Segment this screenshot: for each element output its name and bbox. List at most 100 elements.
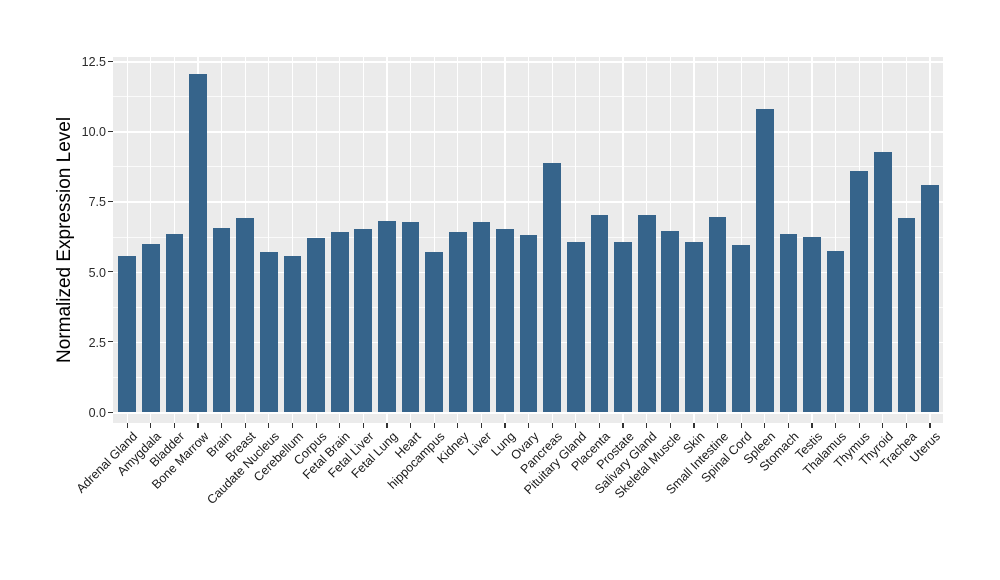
bar <box>472 222 491 412</box>
x-axis-tick-mark <box>669 423 671 428</box>
bar <box>637 215 656 412</box>
bar <box>803 236 821 412</box>
x-axis-tick-mark <box>339 423 341 428</box>
x-axis-tick-mark <box>362 423 364 428</box>
bar <box>543 163 562 412</box>
x-axis-tick-mark <box>740 423 742 428</box>
x-axis-tick-mark <box>646 423 648 428</box>
bar <box>354 229 373 412</box>
x-axis-tick-mark <box>504 423 506 428</box>
category-gridline <box>693 57 695 423</box>
bar <box>330 232 349 412</box>
x-axis-tick-mark <box>882 423 884 428</box>
x-axis-tick-mark <box>244 423 246 428</box>
y-axis-tick-mark <box>108 130 113 132</box>
major-gridline <box>113 61 943 63</box>
y-axis-tick-label: 12.5 <box>81 55 106 69</box>
bar <box>850 170 869 412</box>
x-axis-tick-mark <box>598 423 601 428</box>
bar <box>307 237 325 412</box>
category-gridline <box>150 57 152 423</box>
bar <box>779 233 798 412</box>
x-axis-tick-mark <box>221 423 223 428</box>
x-axis-tick-mark <box>905 423 908 428</box>
bar <box>496 229 514 412</box>
x-axis-tick-mark <box>528 423 530 428</box>
x-axis-tick-mark <box>764 423 766 428</box>
bar <box>401 222 420 412</box>
bar <box>236 218 255 412</box>
major-gridline <box>113 131 943 133</box>
major-gridline <box>113 412 943 414</box>
bar <box>189 73 207 412</box>
x-axis-tick-mark <box>386 423 388 428</box>
x-axis-tick-mark <box>716 423 719 428</box>
bar <box>755 108 774 412</box>
category-gridline <box>740 57 742 423</box>
x-axis-tick-mark <box>693 423 695 428</box>
x-axis-tick-mark <box>811 423 813 428</box>
y-axis-tick-label: 5.0 <box>88 265 106 280</box>
major-gridline <box>113 201 943 203</box>
y-axis-tick-mark <box>108 341 113 343</box>
x-axis-tick-mark <box>575 423 577 428</box>
x-axis-tick-mark <box>409 423 412 428</box>
bar <box>260 251 278 412</box>
x-axis-tick-mark <box>268 423 270 428</box>
y-axis-title: Normalized Expression Level <box>54 116 75 364</box>
x-axis-tick-mark <box>787 423 789 428</box>
y-axis-tick-mark <box>108 60 113 62</box>
x-axis-tick-mark <box>291 423 294 428</box>
x-axis-tick-mark <box>622 423 624 428</box>
bar <box>567 242 585 412</box>
x-axis-tick-mark <box>173 423 175 428</box>
bar <box>921 184 939 412</box>
x-axis-tick-mark <box>858 423 860 428</box>
x-axis-tick-mark <box>150 423 152 428</box>
y-axis-tick-label: 0.0 <box>88 406 106 420</box>
bar <box>118 256 137 412</box>
x-axis-tick-mark <box>480 423 482 428</box>
y-axis-tick-mark <box>108 200 113 203</box>
category-gridline <box>126 57 128 423</box>
bar <box>661 230 680 412</box>
bar <box>283 256 302 412</box>
minor-gridline <box>113 96 943 97</box>
category-gridline <box>575 57 577 423</box>
category-gridline <box>433 57 435 423</box>
bar <box>897 218 916 412</box>
x-axis-tick-mark <box>197 423 199 428</box>
category-gridline <box>622 57 624 423</box>
y-axis-tick-label: 2.5 <box>88 335 106 350</box>
plot-panel <box>113 57 943 423</box>
x-axis-tick-mark <box>551 423 553 428</box>
bar <box>141 243 160 412</box>
category-gridline <box>268 57 270 423</box>
y-axis-tick-label: 7.5 <box>88 195 106 210</box>
y-axis-tick-mark <box>108 271 113 273</box>
bar <box>732 244 750 412</box>
bar <box>826 250 845 412</box>
category-gridline <box>835 57 837 423</box>
bar <box>590 215 609 412</box>
x-axis-tick-mark <box>126 423 128 428</box>
x-axis-tick-label: Liver <box>465 429 495 459</box>
minor-gridline <box>113 166 943 168</box>
x-axis-tick-mark <box>315 423 317 428</box>
bar <box>614 242 632 412</box>
bar <box>873 152 892 412</box>
x-axis-tick-mark <box>929 423 931 428</box>
x-axis-tick-mark <box>433 423 435 428</box>
bar <box>378 221 396 412</box>
bar <box>519 235 538 412</box>
bar <box>708 216 727 412</box>
x-axis-tick-mark <box>457 423 459 428</box>
bar <box>425 251 444 412</box>
x-axis-tick-mark <box>835 423 837 428</box>
bar <box>685 242 703 412</box>
y-axis-tick-label: 10.0 <box>81 125 106 140</box>
bar <box>448 232 467 412</box>
bar <box>165 233 184 412</box>
bar <box>212 228 231 412</box>
